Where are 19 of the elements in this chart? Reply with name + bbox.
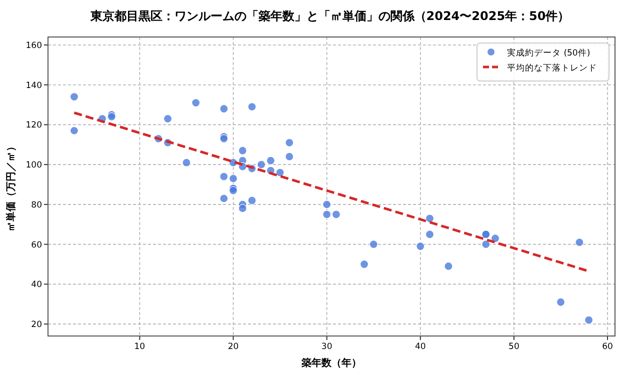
legend-label: 実成約データ (50件) <box>507 48 590 58</box>
y-tick-label: 20 <box>31 320 42 330</box>
x-tick-label: 20 <box>228 342 239 352</box>
y-tick-label: 100 <box>26 160 42 171</box>
y-tick-label: 160 <box>26 40 42 51</box>
chart-title: 東京都目黒区：ワンルームの「築年数」と「㎡単価」の関係（2024〜2025年：50件） <box>89 9 570 23</box>
y-tick-label: 140 <box>26 80 42 91</box>
x-tick-label: 60 <box>602 342 613 352</box>
x-tick-label: 10 <box>134 342 146 352</box>
x-tick-label: 50 <box>508 342 520 352</box>
y-axis-title: ㎡単価（万円／㎡） <box>5 142 17 232</box>
x-tick-label: 40 <box>414 342 426 352</box>
x-tick-label: 30 <box>321 342 332 352</box>
y-tick-label: 40 <box>31 280 42 290</box>
legend-label: 平均的な下落トレンド <box>507 62 597 74</box>
x-axis-title: 築年数（年） <box>300 357 362 369</box>
y-tick-label: 80 <box>31 200 42 210</box>
y-tick-label: 60 <box>31 240 42 250</box>
y-tick-label: 120 <box>26 120 42 131</box>
